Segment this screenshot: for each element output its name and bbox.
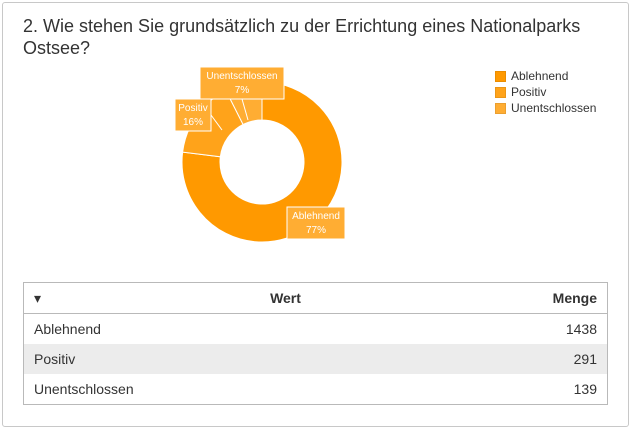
data-label-percent-ablehnend: 77% (306, 225, 326, 236)
data-label-percent-positiv: 16% (183, 117, 203, 128)
legend-swatch-ablehnend (495, 70, 506, 82)
table-row: Unentschlossen 139 (24, 374, 608, 405)
column-header-wert[interactable]: Wert (74, 282, 497, 314)
table-header-row: ▾ Wert Menge (23, 282, 608, 314)
table-row: Ablehnend 1438 (24, 314, 608, 345)
data-label-name-positiv: Positiv (178, 103, 207, 114)
legend-item-unentschlossen[interactable]: Unentschlossen (495, 100, 596, 116)
chart-legend: Ablehnend Positiv Unentschlossen (495, 68, 596, 116)
legend-swatch-unentschlossen (495, 102, 506, 114)
row-value: Unentschlossen (34, 381, 134, 397)
legend-swatch-positiv (495, 86, 506, 98)
table-row: Positiv 291 (23, 344, 608, 374)
row-count: 291 (497, 344, 608, 374)
label-connector-unentschlossen (241, 98, 249, 121)
results-table: ▾ Wert Menge Ablehnend 1438 Positiv 291 … (23, 282, 608, 405)
legend-item-positiv[interactable]: Positiv (495, 84, 596, 100)
data-label-name-unentschlossen: Unentschlossen (206, 71, 277, 82)
row-count: 1438 (565, 321, 597, 337)
label-connector-positiv (210, 114, 223, 131)
row-value: Ablehnend (34, 321, 101, 337)
legend-item-ablehnend[interactable]: Ablehnend (495, 68, 596, 84)
sort-toggle-icon[interactable]: ▾ (23, 282, 74, 314)
donut-slice-ablehnend[interactable] (181, 81, 343, 243)
legend-label-ablehnend: Ablehnend (511, 69, 569, 83)
data-label-name-ablehnend: Ablehnend (292, 211, 340, 222)
data-label-box-unentschlossen (199, 66, 285, 100)
question-title: 2. Wie stehen Sie grundsätzlich zu der E… (23, 16, 581, 58)
data-label-box-ablehnend (286, 206, 346, 240)
row-count: 139 (573, 381, 597, 397)
donut-labels: Ablehnend 77% Positiv 16% Unentschlossen 7% (174, 66, 346, 240)
legend-label-unentschlossen: Unentschlossen (511, 101, 597, 115)
row-value: Positiv (23, 344, 497, 374)
data-label-percent-unentschlossen: 7% (235, 85, 250, 96)
column-header-menge[interactable]: Menge (497, 282, 608, 314)
data-label-box-positiv (174, 98, 212, 132)
legend-label-positiv: Positiv (511, 85, 547, 99)
